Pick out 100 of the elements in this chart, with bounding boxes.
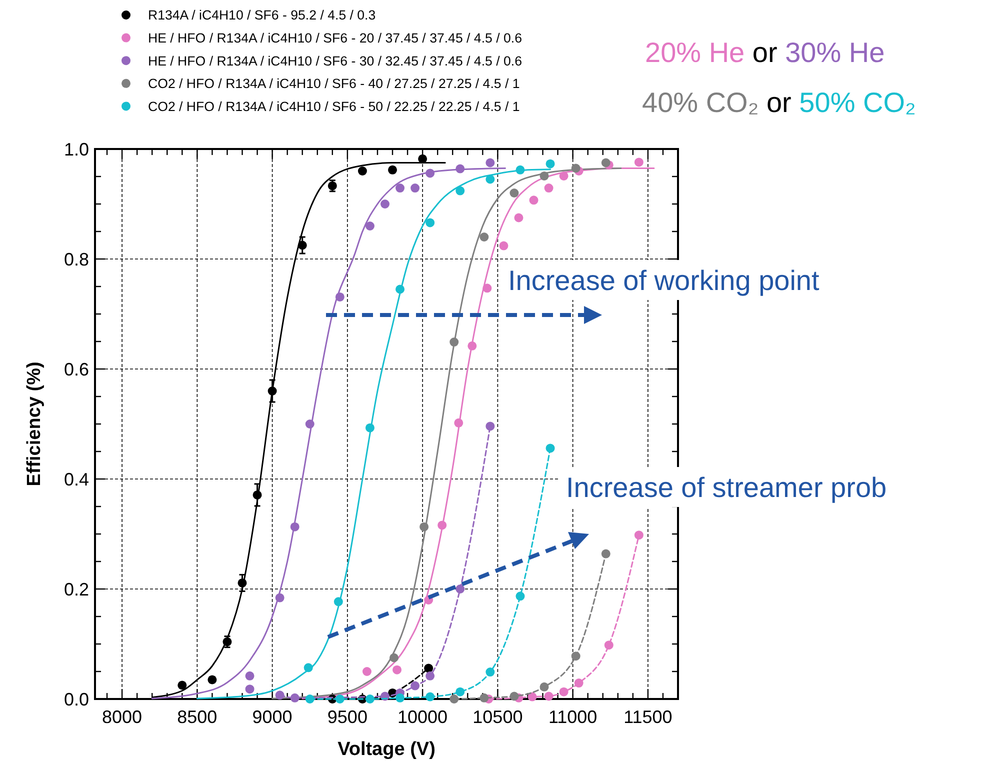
- point: [362, 667, 372, 676]
- point: [510, 692, 519, 701]
- point: [388, 165, 398, 174]
- point: [245, 684, 254, 694]
- point: [499, 241, 508, 250]
- point: [456, 164, 465, 174]
- legend-label: CO2 / HFO / R134A / iC4H10 / SF6 - 40 / 27.25 / 27.25 / 4.5 / 1: [148, 76, 520, 92]
- point: [396, 693, 405, 702]
- point: [334, 597, 343, 606]
- point: [456, 186, 465, 196]
- y-tick-label: 0.2: [64, 579, 89, 600]
- point: [544, 184, 554, 193]
- point: [634, 530, 644, 540]
- point: [245, 671, 254, 680]
- point: [540, 171, 549, 180]
- point: [380, 200, 390, 208]
- point: [305, 420, 314, 428]
- point: [365, 222, 374, 230]
- point: [424, 664, 434, 673]
- point: [238, 578, 247, 588]
- y-tick-label: 0.6: [64, 359, 89, 380]
- point: [275, 593, 284, 602]
- point: [358, 166, 367, 176]
- point: [571, 164, 580, 173]
- point: [410, 184, 420, 193]
- x-tick-label: 9000: [252, 707, 292, 727]
- point: [420, 522, 429, 532]
- x-tick-label: 10000: [398, 707, 448, 727]
- point: [438, 520, 447, 530]
- point: [328, 181, 337, 190]
- point: [454, 418, 464, 428]
- point: [456, 584, 465, 594]
- point: [574, 678, 584, 688]
- point: [305, 694, 314, 704]
- legend-label: R134A / iC4H10 / SF6 - 95.2 / 4.5 / 0.3: [148, 8, 376, 23]
- point: [450, 338, 459, 347]
- legend-label: HE / HFO / R134A / iC4H10 / SF6 - 30 / 32.45 / 37.45 / 4.5 / 0.6: [148, 53, 522, 68]
- legend-label: HE / HFO / R134A / iC4H10 / SF6 - 20 / 37.45 / 37.45 / 4.5 / 0.6: [148, 30, 522, 46]
- point: [486, 422, 495, 431]
- point: [510, 188, 519, 198]
- annotation: Increase of working point: [508, 265, 820, 296]
- point: [298, 240, 307, 250]
- point: [290, 693, 300, 702]
- annotation: Increase of streamer prob: [566, 472, 887, 503]
- y-tick-label: 0.8: [64, 249, 89, 270]
- point: [529, 196, 538, 205]
- point: [486, 668, 495, 677]
- x-tick-label: 9500: [327, 707, 368, 727]
- point: [516, 165, 525, 174]
- x-tick-label: 11000: [548, 707, 598, 727]
- y-tick-label: 1.0: [64, 139, 89, 160]
- point: [396, 284, 405, 294]
- point: [486, 158, 495, 168]
- point: [468, 341, 477, 350]
- point: [252, 490, 262, 500]
- x-axis-title: Voltage (V): [338, 739, 436, 760]
- point: [426, 168, 435, 178]
- point: [392, 665, 402, 674]
- point: [365, 423, 374, 432]
- point: [426, 218, 435, 228]
- point: [544, 692, 554, 701]
- x-tick-label: 11500: [624, 707, 672, 727]
- point: [396, 184, 405, 193]
- point: [290, 522, 300, 532]
- point: [601, 549, 610, 558]
- point: [426, 671, 435, 680]
- x-tick-label: 8000: [102, 707, 142, 727]
- point: [604, 640, 614, 650]
- point: [601, 158, 610, 168]
- point: [571, 652, 580, 661]
- point: [540, 682, 549, 692]
- point: [559, 171, 568, 180]
- point: [486, 174, 495, 184]
- point: [268, 386, 277, 396]
- legend-label: CO2 / HFO / R134A / iC4H10 / SF6 - 50 / 22.25 / 22.25 / 4.5 / 1: [148, 98, 520, 114]
- x-tick-label: 10500: [472, 707, 523, 727]
- point: [546, 444, 555, 453]
- point: [275, 690, 284, 700]
- point: [546, 159, 555, 168]
- point: [335, 292, 344, 302]
- point: [456, 687, 465, 696]
- text: 40% CO₂ or 50% CO₂: [642, 87, 916, 118]
- y-axis-title: Efficiency (%): [24, 362, 45, 486]
- point: [516, 592, 525, 601]
- point: [426, 692, 435, 702]
- point: [178, 680, 187, 690]
- point: [450, 694, 459, 704]
- point: [528, 692, 537, 702]
- point: [480, 693, 489, 702]
- point: [480, 232, 489, 242]
- x-tick-label: 8500: [177, 707, 218, 727]
- point: [634, 158, 644, 167]
- point: [304, 663, 313, 672]
- point: [482, 284, 492, 293]
- y-tick-label: 0.4: [64, 469, 89, 490]
- point: [390, 653, 399, 662]
- text: 20% He or 30% He: [645, 37, 885, 68]
- point: [559, 687, 568, 696]
- point: [365, 694, 374, 704]
- point: [335, 694, 344, 704]
